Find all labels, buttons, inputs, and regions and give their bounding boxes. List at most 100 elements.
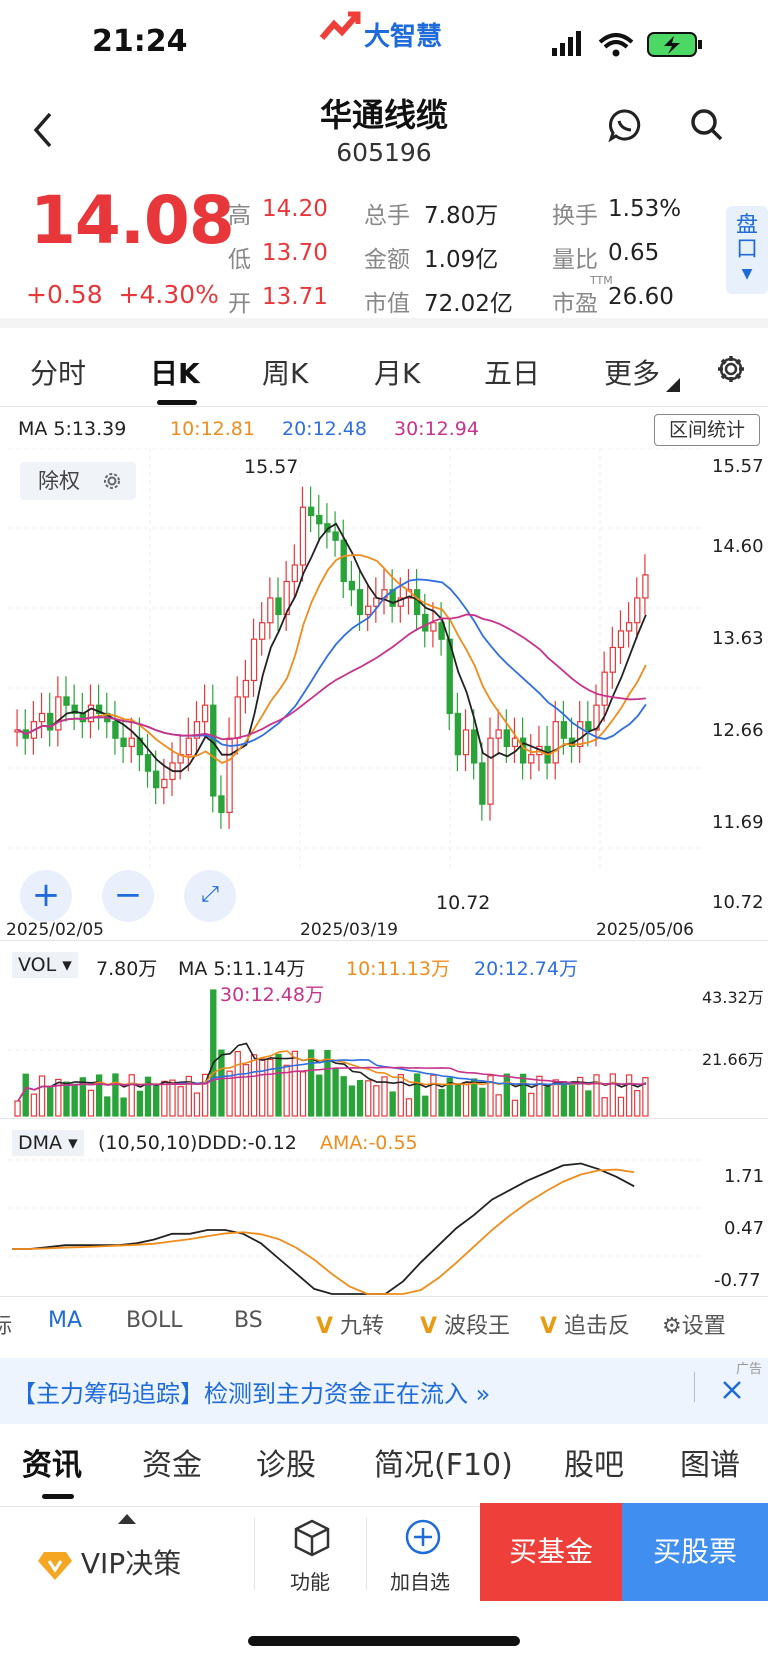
candle [242,679,250,698]
indicator-bs[interactable]: BS [234,1308,263,1333]
range-stats-button[interactable]: 区间统计 [654,414,760,446]
tab-f10[interactable]: 简况(F10) [374,1448,513,1483]
zoom-out-button[interactable]: − [102,870,154,922]
vol-ma20: 20:12.74万 [474,958,578,980]
tab-diagnosis[interactable]: 诊股 [256,1448,316,1483]
candle [55,696,62,731]
volume-bar [625,1074,633,1117]
volume-bar [568,1084,576,1117]
candle [193,721,201,739]
candle [577,721,584,748]
dma-params: (10,50,10)DDD:-0.12 [98,1132,297,1154]
adjust-button[interactable]: 除权 [20,462,136,500]
tab-forum[interactable]: 股吧 [564,1448,624,1483]
candle [585,721,592,731]
tab-minute[interactable]: 分时 [30,357,87,390]
close-icon[interactable] [722,1380,742,1400]
indicator-jiuzhuan[interactable]: V 九转 [316,1314,385,1339]
volume-bar [609,1073,616,1117]
pankou-button[interactable]: 盘口 ▼ [726,206,768,294]
vip-button[interactable]: VIP决策 [38,1542,181,1582]
volume-bar [617,1096,625,1117]
indicator-boduanwang[interactable]: V 波段王 [420,1314,511,1339]
gear-icon[interactable] [716,354,746,384]
volume-bar [79,1077,86,1117]
candle [634,597,641,624]
buy-stock-button[interactable]: 买股票 [622,1503,768,1601]
tab-funds[interactable]: 资金 [142,1448,202,1483]
candle [422,613,429,632]
candle [609,646,616,673]
volume-bar [552,1079,559,1117]
candle [201,704,209,723]
volume-bar [55,1078,62,1117]
expand-up-icon[interactable] [118,1512,136,1524]
candle [446,638,453,715]
candle [316,514,323,525]
candle [267,597,274,624]
quote-field-value: 0.65 [608,240,660,266]
add-watchlist-button[interactable]: 加自选 [390,1570,450,1594]
volume-bar [144,1076,152,1117]
period-tabs: 分时 日K 周K 月K 五日 更多 [0,334,768,405]
indicator-ma[interactable]: MA [48,1308,83,1333]
volume-bar [446,1077,453,1117]
dma-indicator-select[interactable]: DMA ▾ [12,1130,84,1156]
kline-chart[interactable] [0,448,768,938]
volume-bar [299,1071,307,1117]
add-circle-icon[interactable] [404,1518,442,1556]
ttm-label: TTM [590,274,613,287]
volume-bar [161,1080,168,1117]
tab-news[interactable]: 资讯 [22,1448,82,1483]
vol-ma10: 10:11.13万 [346,958,450,980]
tab-weekly-k[interactable]: 周K [262,357,309,390]
tab-graph[interactable]: 图谱 [680,1448,740,1483]
candle [226,737,233,814]
volume-bar [30,1093,38,1117]
stock-name: 华通线缆 [319,96,448,134]
indicator-partial[interactable]: 标 [0,1314,13,1339]
indicator-boll[interactable]: BOLL [126,1308,183,1333]
candle [79,712,86,723]
fullscreen-button[interactable]: ⤢ [184,870,236,922]
buy-fund-button[interactable]: 买基金 [480,1503,622,1601]
ad-banner[interactable]: 【主力筹码追踪】检测到主力资金正在流入 » 广告 [0,1358,768,1424]
home-indicator[interactable] [248,1636,520,1646]
indicator-zhuiji[interactable]: V 追击反 [540,1314,631,1339]
tab-more[interactable]: 更多 [604,357,661,390]
candle [495,729,502,739]
tab-daily-k[interactable]: 日K [150,357,200,390]
back-button[interactable] [32,110,56,150]
volume-bar [365,1080,372,1117]
quote-field-value: 26.60 [608,284,674,310]
vol-indicator-select[interactable]: VOL ▾ [12,952,78,978]
indicator-settings[interactable]: ⚙设置 [662,1314,726,1339]
ma10-value: 10:12.81 [170,418,255,440]
vol-value: 7.80万 [96,958,158,980]
volume-bar [495,1094,502,1117]
vol-ma5: MA 5:11.14万 [178,958,306,980]
volume-bar [642,1077,649,1117]
volume-bar [560,1080,568,1117]
tab-monthly-k[interactable]: 月K [374,357,421,390]
cube-icon[interactable] [292,1518,332,1558]
candle [291,564,298,583]
tab-five-day[interactable]: 五日 [484,357,541,390]
separator [0,318,768,328]
zoom-in-button[interactable]: + [20,870,72,922]
chat-icon[interactable] [608,108,642,142]
func-button[interactable]: 功能 [290,1570,330,1594]
candle [161,778,168,789]
quote-field-value: 7.80万 [424,203,499,229]
search-icon[interactable] [690,108,724,142]
volume-bar [259,1058,266,1117]
volume-bar [267,1058,274,1117]
volume-bar [47,1087,54,1117]
candle [462,729,470,756]
volume-bar [185,1075,192,1117]
candle [218,795,225,814]
candle [234,696,241,739]
low-price-label: 10.72 [436,892,491,914]
vol-ma-line-30 [17,1066,646,1102]
candle [479,762,486,805]
